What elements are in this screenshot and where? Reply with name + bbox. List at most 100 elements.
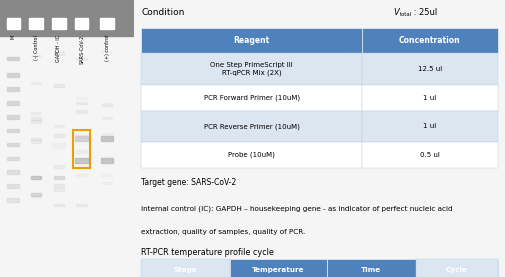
Bar — [53, 143, 65, 148]
Bar — [31, 82, 41, 84]
Bar — [102, 182, 113, 184]
Bar — [141, 111, 362, 142]
Bar — [52, 18, 66, 29]
Bar — [141, 142, 362, 168]
Bar — [416, 259, 497, 277]
Bar — [54, 188, 64, 191]
Text: M: M — [11, 35, 16, 39]
Text: PCR Forward Primer (10uM): PCR Forward Primer (10uM) — [204, 94, 300, 101]
Bar — [8, 184, 19, 188]
Text: 0.5 ul: 0.5 ul — [420, 152, 440, 158]
Bar — [327, 259, 416, 277]
Text: Reagent: Reagent — [234, 36, 270, 45]
Text: Target gene: SARS-CoV-2: Target gene: SARS-CoV-2 — [141, 178, 236, 186]
Text: 1 ul: 1 ul — [423, 95, 436, 101]
Bar — [31, 120, 41, 123]
Bar — [75, 18, 88, 29]
Bar — [102, 117, 113, 119]
Text: SARS-CoV-2: SARS-CoV-2 — [79, 35, 84, 64]
Bar — [8, 198, 19, 202]
Bar — [102, 104, 113, 106]
Bar — [141, 259, 230, 277]
Bar — [8, 87, 19, 91]
Bar — [31, 176, 41, 179]
Text: GAPDH - IC: GAPDH - IC — [57, 35, 62, 62]
Bar — [362, 53, 497, 85]
Bar — [7, 18, 20, 29]
Bar — [8, 101, 19, 105]
Bar — [76, 102, 87, 104]
Text: 1 ul: 1 ul — [423, 124, 436, 129]
Text: total: total — [400, 12, 413, 17]
Text: (+) control: (+) control — [105, 35, 110, 61]
Bar — [76, 110, 87, 113]
Text: Concentration: Concentration — [399, 36, 461, 45]
Bar — [362, 142, 497, 168]
Text: One Step PrimeScript III
RT-qPCR Mix (2X): One Step PrimeScript III RT-qPCR Mix (2X… — [211, 62, 293, 76]
Bar — [100, 18, 114, 29]
Bar — [31, 55, 41, 57]
Bar — [54, 184, 64, 187]
Bar — [76, 135, 87, 137]
Bar — [230, 259, 327, 277]
Bar — [102, 174, 113, 176]
Text: V: V — [393, 8, 399, 17]
Bar — [31, 196, 41, 198]
Bar — [54, 52, 64, 55]
Bar — [75, 158, 88, 163]
Bar — [8, 157, 19, 160]
Bar — [102, 133, 113, 136]
Bar — [100, 136, 114, 141]
Bar — [76, 150, 87, 153]
Bar — [0, 0, 134, 36]
Bar — [8, 143, 19, 146]
Text: Temperature: Temperature — [252, 267, 305, 273]
Bar — [100, 158, 114, 163]
Text: Cycle: Cycle — [446, 267, 468, 273]
Bar — [141, 259, 230, 277]
Bar — [76, 58, 87, 60]
Bar — [416, 259, 497, 277]
Text: Time: Time — [361, 267, 381, 273]
Text: Stage: Stage — [174, 267, 197, 273]
Bar — [141, 53, 362, 85]
Bar — [73, 130, 90, 168]
Text: Condition: Condition — [141, 8, 185, 17]
Bar — [8, 115, 19, 119]
Bar — [54, 125, 64, 127]
Text: RT-PCR temperature profile cycle: RT-PCR temperature profile cycle — [141, 248, 274, 257]
Bar — [141, 85, 362, 111]
Bar — [102, 103, 113, 106]
Bar — [54, 84, 64, 86]
Text: (-) Control: (-) Control — [34, 35, 39, 60]
Bar — [31, 193, 41, 196]
Bar — [8, 129, 19, 132]
Text: : 25ul: : 25ul — [412, 8, 438, 17]
Bar — [31, 140, 41, 143]
Bar — [54, 204, 64, 206]
Text: Internal control (IC): GAPDH – housekeeping gene - as indicator of perfect nucle: Internal control (IC): GAPDH – housekeep… — [141, 205, 453, 212]
Bar — [31, 117, 41, 120]
Bar — [362, 85, 497, 111]
Text: PCR Reverse Primer (10uM): PCR Reverse Primer (10uM) — [204, 123, 299, 130]
Bar — [54, 176, 64, 179]
Bar — [102, 51, 113, 53]
Bar — [31, 138, 41, 140]
Bar — [76, 97, 87, 99]
Bar — [54, 134, 64, 137]
Bar — [362, 28, 497, 53]
Text: Probe (10uM): Probe (10uM) — [228, 152, 275, 158]
Text: extraction, quality of samples, quality of PCR.: extraction, quality of samples, quality … — [141, 229, 306, 235]
Bar — [54, 165, 64, 168]
Bar — [362, 111, 497, 142]
Bar — [75, 136, 88, 141]
Bar — [8, 170, 19, 174]
Bar — [102, 157, 113, 160]
Bar — [76, 204, 87, 206]
Bar — [8, 57, 19, 60]
Bar — [8, 73, 19, 77]
Bar — [141, 28, 362, 53]
Bar — [29, 18, 43, 29]
Bar — [31, 112, 41, 114]
Bar — [76, 174, 87, 176]
